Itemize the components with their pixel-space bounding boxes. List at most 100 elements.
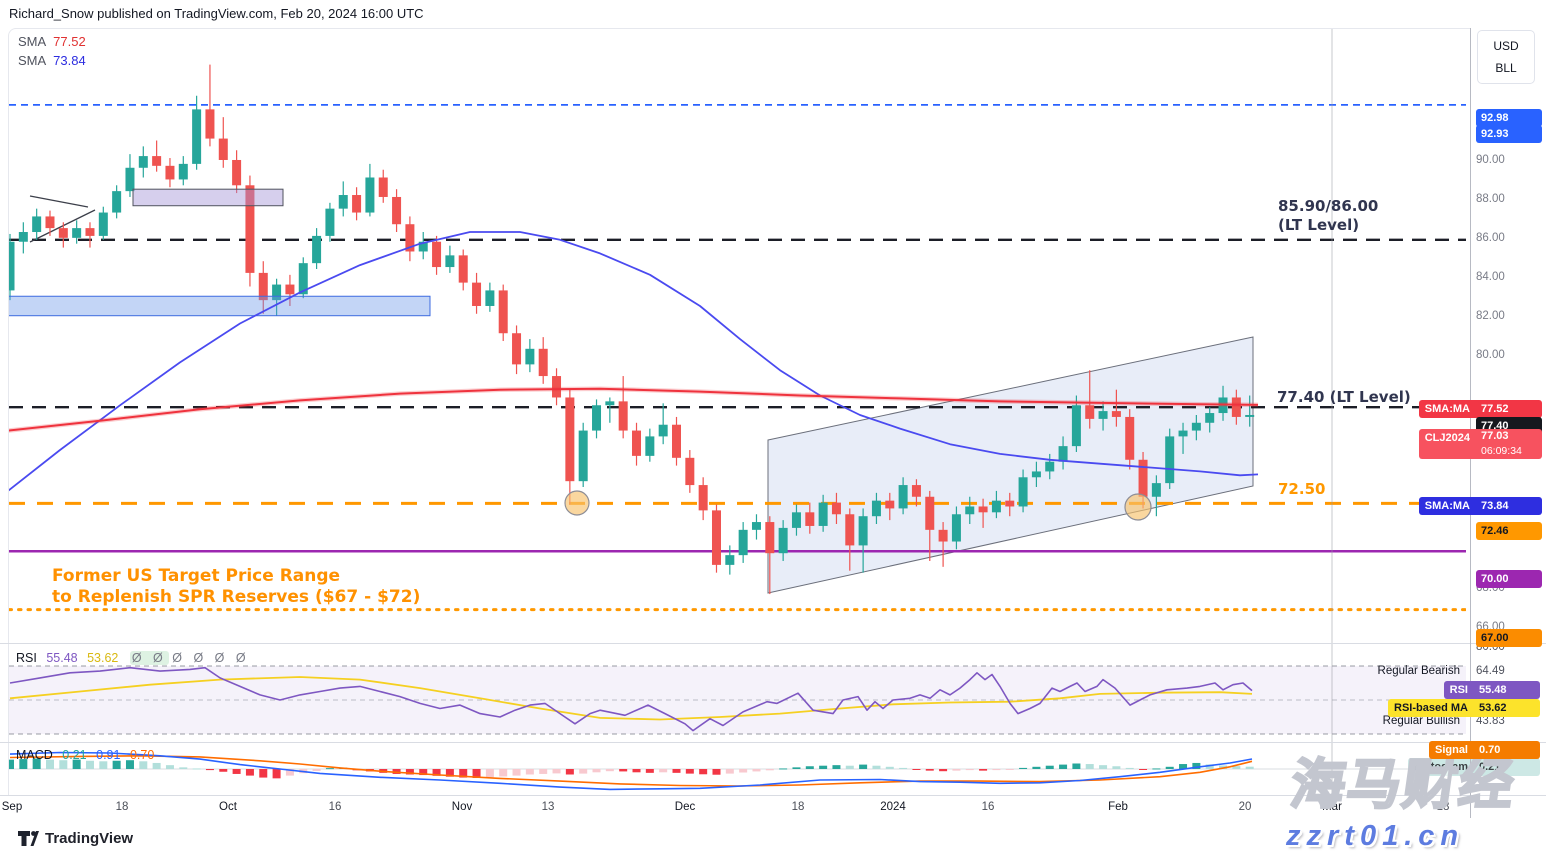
candle-body [1098,411,1108,419]
circle-marker-2[interactable] [1124,493,1152,521]
macd-hist-bar [1019,767,1028,769]
sma-legend: SMA 77.52 SMA 73.84 [18,32,86,70]
candle-body [1245,414,1255,417]
candle-body [418,241,428,252]
macd-line [9,751,1253,791]
macd-hist-bar [165,765,174,769]
macd-hist-bar [832,765,841,769]
sma2-value: 73.84 [53,53,86,68]
candle-body [1085,405,1095,419]
price-pane[interactable] [6,64,1467,612]
candles[interactable] [6,64,1255,595]
macd-hist-bar [725,769,734,774]
candle-body [9,241,15,291]
time-tick-2024: 2024 [880,801,906,813]
rising-channel-drawing[interactable] [767,336,1254,594]
macd-hist-bar [579,769,588,774]
annotation-lt-level-77: 77.40 (LT Level) [1277,388,1411,406]
annotation-spr-line2: to Replenish SPR Reserves ($67 - $72) [52,587,421,607]
chart-canvas[interactable] [0,0,1470,800]
macd-hist-bar [899,767,908,769]
macd-hist-bar [925,769,934,771]
macd-hist-bar [1032,766,1041,769]
macd-hist-bar [432,769,441,776]
macd-hist-bar [192,768,201,770]
macd-hist-bar [1165,766,1174,769]
macd-signal-value: 0.70 [129,748,155,762]
macd-hist-bar [605,769,614,772]
macd-hist-bar [419,769,428,776]
time-axis[interactable]: Sep 18 Oct 16 Nov 13 Dec 18 2024 16 Feb 20 Mar 18 [0,796,1546,820]
candle-body [538,348,548,377]
tradingview-logo[interactable]: TradingView [18,830,133,847]
candle-body [298,263,308,295]
trendline-2[interactable] [29,209,96,243]
candle-body [898,485,908,509]
pane-separator-macd[interactable] [0,742,1546,743]
price-tick-86.00: 86.00 [1476,231,1505,244]
macd-hist-bar [485,769,494,778]
rsi-label: RSI [16,651,37,665]
regular-bullish-value: 43.83 [1476,715,1505,727]
candle-body [1191,422,1201,431]
macd-hist-bar [632,769,641,773]
regular-bullish-label: Regular Bullish [1382,715,1460,727]
macd-hist-bar [19,759,28,769]
candle-body [845,514,855,546]
candle-body [632,430,642,456]
sma-red-line [9,387,1259,432]
rsi-legend: RSI 55.48 53.62 Ø Ø Ø Ø Ø Ø [16,651,250,665]
badge-sma-red-value: 77.52 [1481,403,1509,415]
candle-body [285,284,295,295]
macd-hist-bar [939,769,948,772]
macd-hist-bar [459,769,468,778]
zone-box-1[interactable] [132,188,284,207]
circle-marker-1[interactable] [564,490,590,516]
macd-hist-bar [845,765,854,769]
rsi-ma-axis-badge: RSI-based MA 53.62 [1388,699,1540,717]
candle-body [18,232,28,242]
trendline-1[interactable] [29,195,89,208]
badge-sma-blue: SMA:MA 73.84 [1418,497,1542,515]
rsi-pane[interactable] [9,665,1466,735]
annotation-spr-line1: Former US Target Price Range [52,566,341,586]
candle-body [432,241,442,268]
rsi-empty-markers-b: Ø Ø Ø Ø [172,651,250,665]
macd-pane[interactable] [6,751,1466,791]
macd-signal-axis-badge: Signal 0.70 [1428,741,1540,759]
pane-separator-rsi[interactable] [0,643,1546,644]
candle-body [1138,459,1148,497]
candle-body [672,424,681,458]
candle-body [765,522,775,554]
macd-hist-bar [405,769,414,775]
regular-bearish-value: 64.49 [1476,665,1505,677]
macd-hist-bar [1219,765,1228,769]
candle-body [85,228,95,236]
macd-hist-bar [805,766,814,769]
macd-hist-bar [99,761,108,769]
macd-hist-bar [685,769,694,774]
sma-blue-line [9,231,1259,492]
candle-body [565,397,575,482]
time-tick-Dec: Dec [674,801,696,813]
rsi-badge-label: RSI [1449,684,1468,696]
badge-sma-red-label: SMA:MA [1424,403,1470,415]
rsi-band [9,666,1466,734]
price-axis[interactable]: 92.0090.0088.0086.0084.0082.0080.0076.00… [1418,28,1546,818]
macd-hist-bar [1139,769,1148,770]
zone-box-2[interactable] [8,295,431,317]
macd-hist-bar [152,762,161,769]
badge-6700-value: 67.00 [1481,632,1509,644]
sma-legend-row-2: SMA 73.84 [18,51,86,70]
candle-body [365,177,375,213]
candle-body [1071,405,1081,447]
macd-label: MACD [16,748,53,762]
time-tick-13: 13 [541,801,555,813]
candle-body [445,255,455,268]
price-tick-84.00: 84.00 [1476,270,1505,283]
candle-body [1125,416,1135,460]
macd-hist-bar [1232,766,1241,769]
candle-body [778,527,788,554]
macd-line-value: 0.91 [96,748,121,762]
macd-hist-bar [472,769,481,779]
